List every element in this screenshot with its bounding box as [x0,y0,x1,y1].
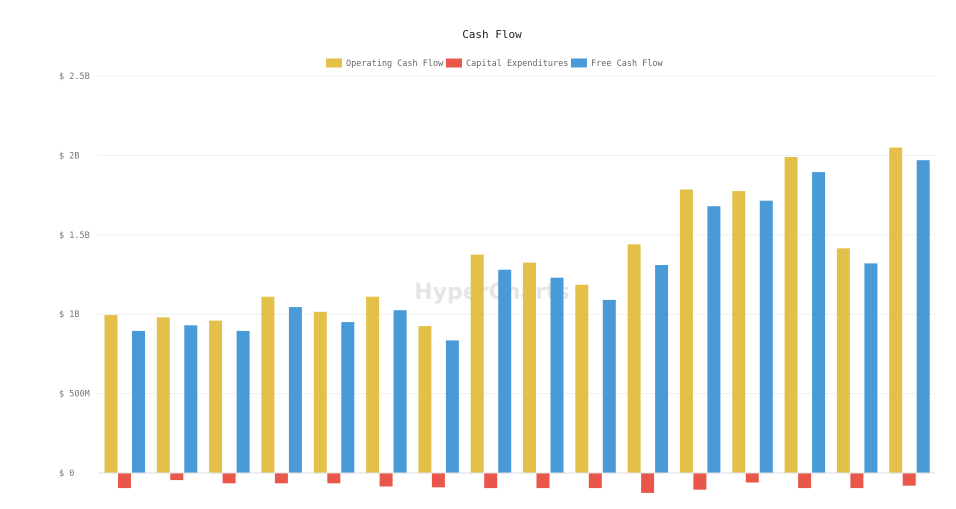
y-tick-label: $ 1B [59,310,79,320]
bar-free-cash-flow[interactable] [864,263,878,473]
bar-operating-cash-flow[interactable] [209,320,223,473]
bar-capital-expenditures[interactable] [902,473,916,486]
legend-label[interactable]: Operating Cash Flow [346,59,444,69]
bar-capital-expenditures[interactable] [798,473,812,489]
bar-free-cash-flow[interactable] [393,310,407,473]
legend[interactable]: Operating Cash Flow Capital Expenditures F… [326,58,664,70]
watermark: HyperCharts [414,280,569,305]
y-tick-label: $ 0 [59,469,74,479]
grid-lines [98,75,935,395]
bar-operating-cash-flow[interactable] [627,244,641,473]
bar-capital-expenditures[interactable] [641,473,655,493]
bar-capital-expenditures[interactable] [327,473,341,484]
bar-free-cash-flow[interactable] [550,277,564,473]
bar-capital-expenditures[interactable] [850,473,864,489]
legend-swatch [326,58,342,68]
bar-operating-cash-flow[interactable] [889,147,903,474]
y-axis: $ 0 $ 500M $ 1B $ 1.5B $ 2B $ 2.5B [59,72,90,479]
bar-capital-expenditures[interactable] [170,473,184,481]
bar-free-cash-flow[interactable] [916,160,930,473]
y-tick-label: $ 500M [59,390,90,400]
bar-operating-cash-flow[interactable] [784,157,798,473]
bar-operating-cash-flow[interactable] [523,262,536,473]
bar-capital-expenditures[interactable] [274,473,288,484]
legend-label[interactable]: Capital Expenditures [466,59,568,69]
bar-capital-expenditures[interactable] [693,473,707,490]
bar-operating-cash-flow[interactable] [732,191,746,473]
bars [104,147,930,493]
bar-capital-expenditures[interactable] [222,473,236,484]
y-tick-label: $ 1.5B [59,231,90,241]
y-tick-label: $ 2.5B [59,72,90,82]
bar-capital-expenditures[interactable] [484,473,498,489]
bar-free-cash-flow[interactable] [445,340,459,473]
bar-operating-cash-flow[interactable] [418,326,432,473]
chart-title: Cash Flow [462,28,522,41]
bar-capital-expenditures[interactable] [745,473,759,483]
legend-label[interactable]: Free Cash Flow [591,59,664,69]
bar-operating-cash-flow[interactable] [313,311,327,473]
bar-operating-cash-flow[interactable] [470,254,484,473]
y-tick-label: $ 2B [59,151,79,161]
bar-free-cash-flow[interactable] [132,330,145,473]
bar-operating-cash-flow[interactable] [679,189,693,474]
bar-capital-expenditures[interactable] [588,473,602,489]
bar-free-cash-flow[interactable] [707,206,721,473]
bar-free-cash-flow[interactable] [602,299,616,473]
bar-operating-cash-flow[interactable] [836,248,850,473]
bar-capital-expenditures[interactable] [379,473,393,487]
bar-operating-cash-flow[interactable] [104,315,118,473]
bar-operating-cash-flow[interactable] [575,284,589,473]
bar-operating-cash-flow[interactable] [366,296,380,473]
bar-free-cash-flow[interactable] [184,325,198,473]
bar-free-cash-flow[interactable] [655,265,669,473]
legend-swatch [571,58,587,68]
bar-free-cash-flow[interactable] [759,200,773,473]
bar-free-cash-flow[interactable] [812,172,826,473]
bar-operating-cash-flow[interactable] [156,317,170,473]
bar-free-cash-flow[interactable] [288,307,302,473]
bar-capital-expenditures[interactable] [536,473,550,489]
bar-free-cash-flow[interactable] [498,269,512,473]
bar-capital-expenditures[interactable] [118,473,131,489]
bar-operating-cash-flow[interactable] [261,296,275,473]
bar-free-cash-flow[interactable] [236,330,250,473]
bar-free-cash-flow[interactable] [341,322,355,473]
bar-capital-expenditures[interactable] [431,473,445,488]
legend-swatch [446,58,462,68]
